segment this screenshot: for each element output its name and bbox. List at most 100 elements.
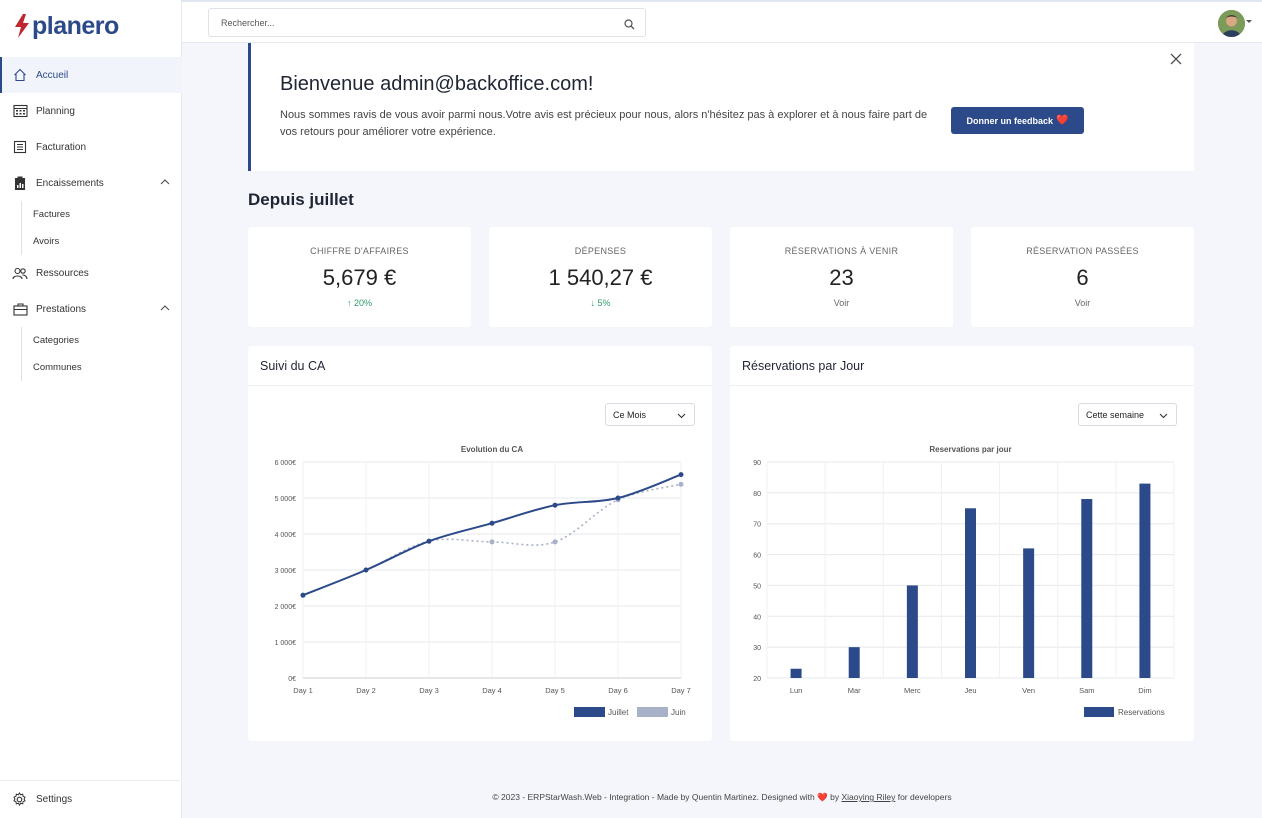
data-point-juillet <box>615 495 621 501</box>
sidebar-item-planning[interactable]: Planning <box>0 93 182 129</box>
sidebar-item-label: Facturation <box>36 141 87 153</box>
section-title: Depuis juillet <box>248 190 354 209</box>
users-icon <box>12 265 28 281</box>
calendar-icon <box>12 103 28 119</box>
designer-link[interactable]: Xiaoying Riley <box>841 792 896 802</box>
data-point-juillet <box>363 567 369 573</box>
chevron-up-icon[interactable] <box>160 303 170 314</box>
sidebar: planero Accueil Planning Facturation Enc… <box>0 0 182 818</box>
y-tick-label: 30 <box>753 645 761 652</box>
period-select-value: Ce Mois <box>613 409 647 420</box>
y-tick-label: 2 000€ <box>275 604 297 611</box>
sidebar-item-prestations[interactable]: Prestations <box>0 291 182 327</box>
welcome-title: Bienvenue admin@backoffice.com! <box>280 73 594 95</box>
data-point-juin <box>552 539 558 545</box>
sidebar-item-ressources[interactable]: Ressources <box>0 255 182 291</box>
period-select[interactable]: Ce Mois <box>605 403 695 426</box>
y-tick-label: 0€ <box>288 676 296 683</box>
x-tick-label: Day 5 <box>545 686 565 695</box>
ca-line-chart: Evolution du CA 0€ 1 000€ 2 000€ 3 000€ 4 000… <box>275 445 691 717</box>
y-tick-label: 4 000€ <box>275 532 297 539</box>
data-point-juillet <box>426 538 432 544</box>
sidebar-item-label: Ressources <box>36 267 89 279</box>
reservations-chart-card: Réservations par Jour Cette semaine Rese… <box>730 346 1194 741</box>
clipboard-icon <box>12 175 28 191</box>
stat-label: DÉPENSES <box>574 246 627 256</box>
chevron-down-icon <box>1159 411 1168 421</box>
voir-link[interactable]: Voir <box>1074 298 1091 308</box>
gear-icon <box>12 791 28 808</box>
invoice-icon <box>12 139 28 155</box>
voir-link[interactable]: Voir <box>833 298 850 308</box>
footer: © 2023 - ERPStarWash.Web - Integration -… <box>182 792 1262 803</box>
stat-label: RÉSERVATION PASSÉES <box>1026 246 1139 256</box>
y-tick-label: 50 <box>753 583 761 590</box>
stat-label: CHIFFRE D'AFFAIRES <box>310 246 409 256</box>
legend-swatch-reservations <box>1084 707 1114 717</box>
y-tick-label: 1 000€ <box>275 640 297 647</box>
sidebar-item-facturation[interactable]: Facturation <box>0 129 182 165</box>
stat-card-reservations-a-venir: RÉSERVATIONS À VENIR 23 Voir <box>730 227 953 327</box>
y-tick-label: 6 000€ <box>275 460 297 467</box>
footer-by: by <box>830 792 840 802</box>
legend-label: Reservations <box>1118 708 1165 717</box>
bolt-logo-icon <box>15 14 29 38</box>
search-input[interactable] <box>209 17 609 28</box>
x-tick-label: Sam <box>1079 686 1094 695</box>
y-tick-label: 3 000€ <box>275 568 297 575</box>
week-select[interactable]: Cette semaine <box>1078 403 1177 426</box>
logo[interactable]: planero <box>14 10 119 42</box>
sidebar-item-accueil[interactable]: Accueil <box>0 57 182 93</box>
stat-card-depenses: DÉPENSES 1 540,27 € ↓ 5% <box>489 227 712 327</box>
sidebar-item-label: Planning <box>36 105 75 117</box>
feedback-button-label: Donner un feedback <box>966 115 1054 126</box>
x-tick-label: Ven <box>1022 686 1035 695</box>
chevron-up-icon[interactable] <box>160 177 170 188</box>
search-box <box>208 8 646 37</box>
welcome-card: Bienvenue admin@backoffice.com! Nous som… <box>248 43 1194 171</box>
settings-label: Settings <box>36 794 73 805</box>
chart-title: Reservations par jour <box>929 445 1011 454</box>
chevron-down-icon <box>677 411 686 421</box>
legend-label: Juin <box>671 708 686 717</box>
y-tick-label: 40 <box>753 614 761 621</box>
prestations-submenu: Categories Communes <box>0 327 182 381</box>
briefcase-icon <box>12 301 28 317</box>
sidebar-item-settings[interactable]: Settings <box>0 780 182 818</box>
bar-dim <box>1139 483 1151 678</box>
stat-value: 1 540,27 € <box>548 265 653 290</box>
data-point-juin <box>678 481 684 487</box>
stat-trend: ↓ 5% <box>590 298 611 308</box>
y-tick-label: 80 <box>753 491 761 498</box>
sidebar-subitem-communes[interactable]: Communes <box>33 362 82 373</box>
sidebar-subitem-categories[interactable]: Categories <box>33 335 79 346</box>
close-icon[interactable] <box>1168 51 1184 67</box>
x-tick-label: Day 6 <box>608 686 628 695</box>
stat-value: 23 <box>829 265 854 290</box>
data-point-juillet <box>552 502 558 508</box>
stat-value: 6 <box>1076 265 1089 290</box>
x-tick-label: Day 7 <box>671 686 691 695</box>
legend-label: Juillet <box>608 708 629 717</box>
reservations-bar-chart: Reservations par jour 20 30 40 50 60 70 80 90 Lun… <box>753 445 1175 717</box>
feedback-button[interactable]: Donner un feedback ❤️ <box>951 107 1084 134</box>
bar-merc <box>906 585 918 678</box>
search-icon[interactable] <box>624 17 635 35</box>
footer-text-after: for developers <box>897 792 952 802</box>
sidebar-item-label: Prestations <box>36 303 87 315</box>
bar-jeu <box>965 508 976 678</box>
data-point-juillet <box>489 520 495 526</box>
x-tick-label: Lun <box>790 686 803 695</box>
sidebar-subitem-factures[interactable]: Factures <box>33 209 70 220</box>
sidebar-item-encaissements[interactable]: Encaissements <box>0 165 182 201</box>
logo-text: planero <box>32 11 119 40</box>
sidebar-subitem-avoirs[interactable]: Avoirs <box>33 236 60 247</box>
y-tick-label: 20 <box>753 676 761 683</box>
y-tick-label: 60 <box>753 553 761 560</box>
data-point-juillet <box>300 592 306 598</box>
chevron-down-icon[interactable] <box>1246 20 1252 23</box>
welcome-text: Nous sommes ravis de vous avoir parmi no… <box>280 109 928 138</box>
y-tick-label: 70 <box>753 522 761 529</box>
avatar[interactable] <box>1218 10 1245 37</box>
bar-sam <box>1081 499 1093 678</box>
